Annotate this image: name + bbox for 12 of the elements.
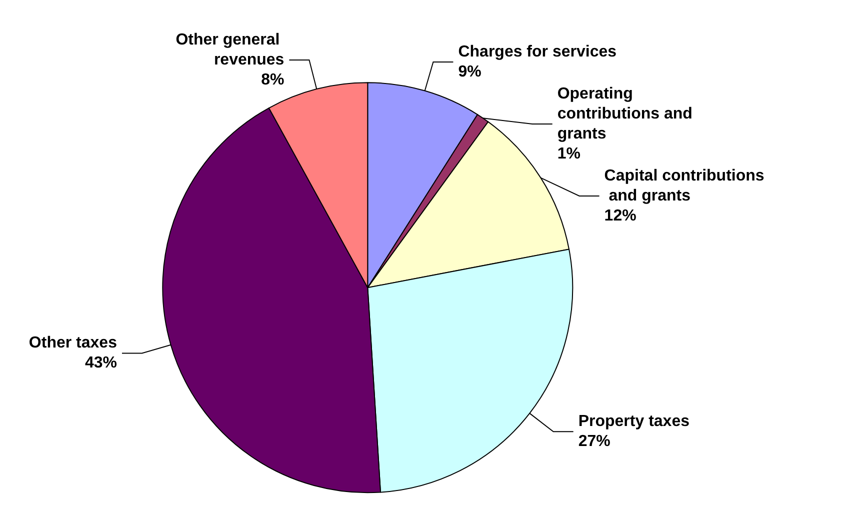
slice-label: Operating contributions and grants: [557, 85, 697, 142]
data-label: 27%: [578, 433, 610, 450]
data-label: 1%: [557, 145, 580, 162]
slice-label: Other general revenues: [176, 32, 284, 69]
slice-label: Charges for services: [458, 43, 617, 60]
data-label: 43%: [84, 354, 117, 372]
data-label: 8%: [261, 72, 284, 89]
slice-label: Other taxes: [28, 334, 118, 352]
data-label: 9%: [458, 63, 482, 80]
slice-label: Property taxes: [578, 413, 690, 430]
slice-label: Capital contributions and grants: [604, 167, 764, 204]
data-label: 12%: [604, 207, 636, 224]
